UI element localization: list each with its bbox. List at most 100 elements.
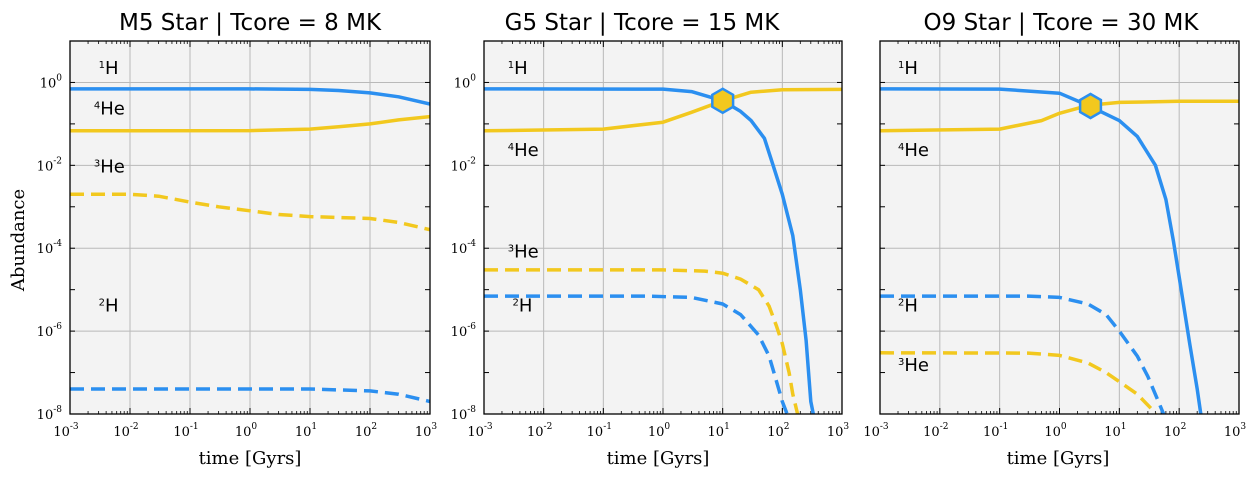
x-tick-label: 10-3 (467, 422, 493, 440)
curve-label-mass-number: 1 (898, 60, 904, 71)
curve-label-mass-number: 3 (94, 158, 100, 169)
y-tick-exponent: -4 (53, 239, 62, 249)
y-tick-label: 10-8 (37, 405, 63, 423)
y-tick-exponent: 0 (470, 73, 476, 83)
x-tick-label: 10-2 (923, 422, 948, 440)
x-tick-base: 10 (1164, 425, 1181, 440)
x-tick-base: 10 (708, 425, 725, 440)
x-tick-label: 103 (415, 422, 438, 440)
x-tick-base: 10 (983, 425, 1000, 440)
x-tick-exponent: 3 (431, 422, 437, 432)
x-tick-base: 10 (923, 425, 940, 440)
y-tick-exponent: -6 (467, 322, 476, 332)
y-tick-exponent: -8 (53, 405, 62, 415)
x-axis-label-g5: time [Gyrs] (607, 448, 710, 469)
x-axis-label-o9: time [Gyrs] (1007, 448, 1110, 469)
x-tick-exponent: -2 (544, 422, 553, 432)
curve-label: 3He (898, 355, 929, 376)
x-tick-label: 10-3 (863, 422, 889, 440)
x-tick-label: 10-2 (527, 422, 552, 440)
x-tick-base: 10 (648, 425, 665, 440)
series-line-4he (484, 87, 842, 133)
curve-label-element: H (904, 295, 918, 316)
x-tick-exponent: -2 (940, 422, 949, 432)
panel-g5-star: G5 Star | Tcore = 15 MK time [Gyrs] 10-3… (451, 10, 850, 469)
y-tick-base: 10 (451, 242, 468, 257)
series-line-3he-dashed (484, 268, 800, 414)
y-tick-base: 10 (454, 76, 471, 91)
x-tick-label: 10-1 (587, 422, 612, 440)
y-tick-label: 10-4 (451, 239, 477, 257)
y-tick-exponent: -8 (467, 405, 476, 415)
curve-label-element: He (100, 98, 125, 119)
x-axis-label-m5: time [Gyrs] (199, 448, 302, 469)
curve-label-element: He (904, 140, 929, 161)
y-tick-label: 100 (40, 73, 63, 91)
x-tick-base: 10 (1224, 425, 1241, 440)
y-tick-exponent: 0 (56, 73, 62, 83)
y-tick-label: 100 (454, 73, 477, 91)
series-line-3he-dashed (880, 351, 1157, 414)
y-tick-label: 10-2 (37, 156, 62, 174)
curve-label-mass-number: 1 (99, 60, 105, 71)
x-tick-exponent: 2 (1181, 422, 1187, 432)
curve-label-element: He (904, 355, 929, 376)
x-tick-base: 10 (415, 425, 432, 440)
curve-label-mass-number: 2 (898, 297, 904, 308)
curve-label: 1H (898, 58, 918, 79)
chart-title-o9: O9 Star | Tcore = 30 MK (924, 10, 1200, 36)
curve-label-element: He (514, 140, 539, 161)
x-tick-label: 101 (295, 422, 317, 440)
curve-label: 2H (898, 295, 918, 316)
y-tick-exponent: -4 (467, 239, 476, 249)
x-tick-base: 10 (1044, 425, 1061, 440)
x-tick-label: 103 (1224, 422, 1247, 440)
y-axis-label: Abundance (8, 189, 29, 292)
y-tick-exponent: -6 (53, 322, 62, 332)
x-tick-label: 100 (235, 422, 258, 440)
curve-label-element: H (105, 295, 119, 316)
x-tick-base: 10 (527, 425, 544, 440)
chart-title-g5: G5 Star | Tcore = 15 MK (505, 10, 781, 36)
plot-frame (879, 40, 1240, 415)
x-tick-label: 103 (827, 422, 850, 440)
x-tick-base: 10 (467, 425, 484, 440)
x-tick-label: 101 (708, 422, 730, 440)
y-tick-base: 10 (451, 325, 468, 340)
x-tick-exponent: -2 (130, 422, 139, 432)
series-line-2h-dashed (70, 387, 430, 404)
panel-o9-star: O9 Star | Tcore = 30 MK time [Gyrs] 10-3… (863, 10, 1246, 469)
x-tick-exponent: 3 (1240, 422, 1246, 432)
curve-label: 3He (508, 241, 539, 262)
x-tick-label: 100 (648, 422, 671, 440)
series-line-4he (880, 99, 1239, 133)
x-tick-exponent: -3 (70, 422, 79, 432)
series-line-1h (70, 87, 430, 106)
x-tick-base: 10 (235, 425, 252, 440)
plot-frame (483, 40, 843, 415)
curve-label-element: He (100, 156, 125, 177)
series-line-4he (70, 114, 430, 133)
x-tick-base: 10 (767, 425, 784, 440)
curve-label-element: H (519, 295, 533, 316)
crossover-hexagon-marker (711, 87, 735, 115)
y-tick-label: 10-4 (37, 239, 63, 257)
x-tick-exponent: 3 (843, 422, 849, 432)
curve-label-element: H (904, 58, 918, 79)
series-line-2h-dashed (880, 294, 1166, 414)
curve-label-mass-number: 2 (99, 297, 105, 308)
x-tick-exponent: 2 (784, 422, 790, 432)
y-tick-base: 10 (37, 325, 54, 340)
x-tick-exponent: -1 (603, 422, 612, 432)
y-tick-base: 10 (40, 76, 57, 91)
series-line-3he-dashed (70, 192, 430, 232)
x-tick-exponent: 2 (371, 422, 377, 432)
ylabel-group: Abundance (8, 189, 29, 292)
x-tick-label: 102 (767, 422, 789, 440)
x-tick-label: 10-2 (113, 422, 138, 440)
curve-label-mass-number: 4 (508, 142, 514, 153)
x-tick-label: 102 (355, 422, 377, 440)
series-line-1h (484, 87, 816, 414)
x-tick-exponent: 0 (1061, 422, 1067, 432)
x-tick-exponent: 0 (251, 422, 257, 432)
